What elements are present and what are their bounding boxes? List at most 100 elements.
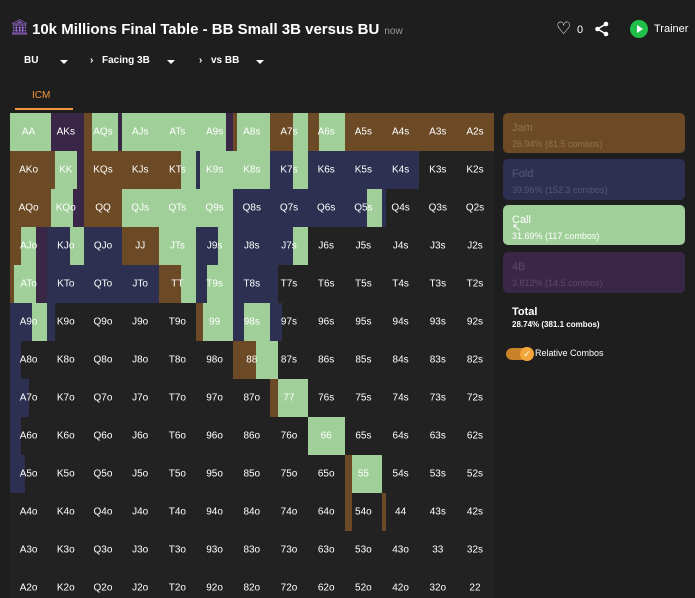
hand-cell-T8s[interactable]: T8s — [233, 265, 272, 304]
hand-cell-65s[interactable]: 65s — [344, 417, 383, 456]
hand-cell-J9s[interactable]: J9s — [196, 227, 235, 266]
hand-cell-Q3o[interactable]: Q3o — [84, 531, 123, 570]
hand-cell-94o[interactable]: 94o — [196, 493, 235, 532]
hand-cell-T8o[interactable]: T8o — [158, 341, 197, 380]
hand-cell-87s[interactable]: 87s — [270, 341, 309, 380]
hand-cell-55[interactable]: 55 — [344, 455, 383, 494]
hand-cell-62s[interactable]: 62s — [456, 417, 494, 456]
hand-cell-AJs[interactable]: AJs — [121, 113, 160, 152]
hand-cell-K6o[interactable]: K6o — [47, 417, 86, 456]
hand-cell-Q9s[interactable]: Q9s — [196, 189, 235, 228]
hand-cell-A2o[interactable]: A2o — [10, 569, 49, 598]
hand-cell-52s[interactable]: 52s — [456, 455, 494, 494]
position-select[interactable]: BU — [24, 55, 39, 66]
hand-cell-84s[interactable]: 84s — [382, 341, 421, 380]
hand-cell-T7s[interactable]: T7s — [270, 265, 309, 304]
hand-cell-AJo[interactable]: AJo — [10, 227, 49, 266]
hand-cell-J2s[interactable]: J2s — [456, 227, 494, 266]
hand-cell-42s[interactable]: 42s — [456, 493, 494, 532]
hand-cell-95s[interactable]: 95s — [344, 303, 383, 342]
hand-cell-KTo[interactable]: KTo — [47, 265, 86, 304]
hand-cell-J7o[interactable]: J7o — [121, 379, 160, 418]
hand-cell-T4o[interactable]: T4o — [158, 493, 197, 532]
hand-cell-T6s[interactable]: T6s — [307, 265, 346, 304]
hand-cell-72o[interactable]: 72o — [270, 569, 309, 598]
hand-cell-J5s[interactable]: J5s — [344, 227, 383, 266]
heart-icon[interactable]: ♡ — [556, 19, 572, 38]
hand-cell-93s[interactable]: 93s — [419, 303, 458, 342]
hand-cell-92o[interactable]: 92o — [196, 569, 235, 598]
hand-cell-K6s[interactable]: K6s — [307, 151, 346, 190]
hand-cell-A8o[interactable]: A8o — [10, 341, 49, 380]
hand-cell-A3o[interactable]: A3o — [10, 531, 49, 570]
hand-cell-K7s[interactable]: K7s — [270, 151, 309, 190]
hand-cell-73s[interactable]: 73s — [419, 379, 458, 418]
hand-cell-A5o[interactable]: A5o — [10, 455, 49, 494]
hand-cell-TT[interactable]: TT — [158, 265, 197, 304]
hand-cell-83o[interactable]: 83o — [233, 531, 272, 570]
hand-cell-Q9o[interactable]: Q9o — [84, 303, 123, 342]
hand-cell-53o[interactable]: 53o — [344, 531, 383, 570]
hand-cell-J2o[interactable]: J2o — [121, 569, 160, 598]
hand-cell-82s[interactable]: 82s — [456, 341, 494, 380]
hand-cell-QJo[interactable]: QJo — [84, 227, 123, 266]
hand-cell-93o[interactable]: 93o — [196, 531, 235, 570]
hand-cell-A4s[interactable]: A4s — [382, 113, 421, 152]
hand-cell-96o[interactable]: 96o — [196, 417, 235, 456]
hand-cell-85o[interactable]: 85o — [233, 455, 272, 494]
hand-cell-T4s[interactable]: T4s — [382, 265, 421, 304]
hand-cell-K5o[interactable]: K5o — [47, 455, 86, 494]
hand-cell-K4o[interactable]: K4o — [47, 493, 86, 532]
hand-cell-83s[interactable]: 83s — [419, 341, 458, 380]
hand-cell-A8s[interactable]: A8s — [233, 113, 272, 152]
hand-cell-63s[interactable]: 63s — [419, 417, 458, 456]
hand-cell-T3o[interactable]: T3o — [158, 531, 197, 570]
hand-cell-Q6s[interactable]: Q6s — [307, 189, 346, 228]
hand-cell-A7o[interactable]: A7o — [10, 379, 49, 418]
hand-cell-54o[interactable]: 54o — [344, 493, 383, 532]
hand-cell-K7o[interactable]: K7o — [47, 379, 86, 418]
hand-cell-87o[interactable]: 87o — [233, 379, 272, 418]
action-jam[interactable]: Jam 26.94% (81.5 combos) — [503, 113, 685, 153]
hand-cell-96s[interactable]: 96s — [307, 303, 346, 342]
hand-cell-43o[interactable]: 43o — [382, 531, 421, 570]
hand-cell-85s[interactable]: 85s — [344, 341, 383, 380]
hand-cell-T7o[interactable]: T7o — [158, 379, 197, 418]
hand-cell-K9s[interactable]: K9s — [196, 151, 235, 190]
hand-cell-Q2o[interactable]: Q2o — [84, 569, 123, 598]
hand-cell-AKo[interactable]: AKo — [10, 151, 49, 190]
hand-cell-Q5s[interactable]: Q5s — [344, 189, 383, 228]
hand-cell-AQo[interactable]: AQo — [10, 189, 49, 228]
hand-cell-K5s[interactable]: K5s — [344, 151, 383, 190]
hand-cell-J3o[interactable]: J3o — [121, 531, 160, 570]
hand-cell-Q5o[interactable]: Q5o — [84, 455, 123, 494]
hand-cell-73o[interactable]: 73o — [270, 531, 309, 570]
hand-cell-T5s[interactable]: T5s — [344, 265, 383, 304]
hand-cell-KK[interactable]: KK — [47, 151, 86, 190]
hand-cell-32o[interactable]: 32o — [419, 569, 458, 598]
hand-cell-JJ[interactable]: JJ — [121, 227, 160, 266]
action-4b[interactable]: 4B 3.812% (14.5 combos) — [503, 252, 685, 293]
hand-cell-Q8s[interactable]: Q8s — [233, 189, 272, 228]
tab-icm[interactable]: ICM — [32, 90, 51, 101]
hand-cell-Q6o[interactable]: Q6o — [84, 417, 123, 456]
hand-cell-Q8o[interactable]: Q8o — [84, 341, 123, 380]
hand-cell-75s[interactable]: 75s — [344, 379, 383, 418]
hand-cell-42o[interactable]: 42o — [382, 569, 421, 598]
hand-cell-77[interactable]: 77 — [270, 379, 309, 418]
hand-cell-J4s[interactable]: J4s — [382, 227, 421, 266]
hand-cell-QJs[interactable]: QJs — [121, 189, 160, 228]
hand-cell-75o[interactable]: 75o — [270, 455, 309, 494]
hand-cell-76s[interactable]: 76s — [307, 379, 346, 418]
hand-cell-92s[interactable]: 92s — [456, 303, 494, 342]
chevron-down-icon[interactable] — [167, 60, 175, 64]
hand-cell-A6s[interactable]: A6s — [307, 113, 346, 152]
hand-cell-94s[interactable]: 94s — [382, 303, 421, 342]
hand-cell-43s[interactable]: 43s — [419, 493, 458, 532]
hand-cell-J7s[interactable]: J7s — [270, 227, 309, 266]
hand-cell-Q2s[interactable]: Q2s — [456, 189, 494, 228]
hand-cell-K8s[interactable]: K8s — [233, 151, 272, 190]
hand-cell-Q7s[interactable]: Q7s — [270, 189, 309, 228]
hand-cell-K2s[interactable]: K2s — [456, 151, 494, 190]
hand-cell-Q3s[interactable]: Q3s — [419, 189, 458, 228]
